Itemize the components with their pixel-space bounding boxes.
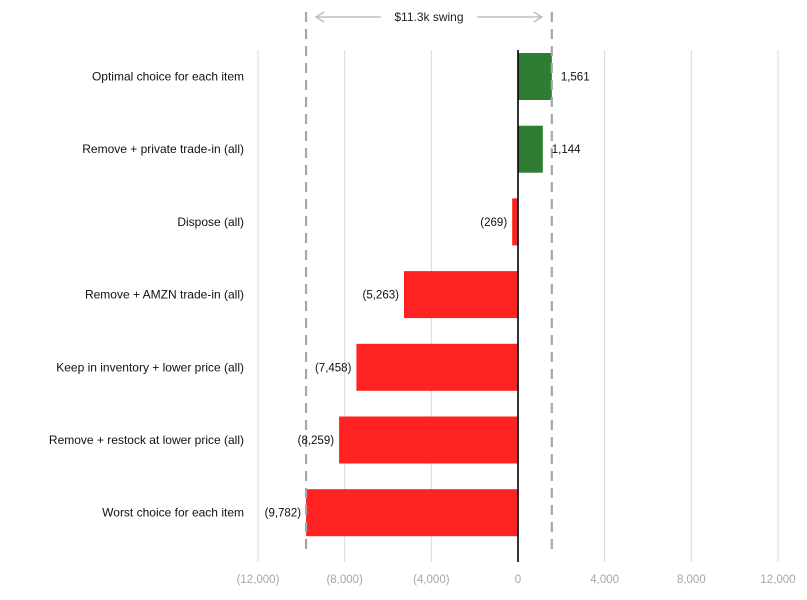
- value-label: (7,458): [315, 362, 352, 374]
- bar: [306, 489, 518, 537]
- category-label: Remove + restock at lower price (all): [49, 433, 244, 447]
- category-label: Remove + private trade-in (all): [82, 142, 244, 156]
- bars: [306, 53, 552, 537]
- value-label: (269): [480, 217, 507, 229]
- value-label: 1,561: [561, 72, 590, 84]
- x-tick-label: 12,000: [760, 574, 795, 586]
- value-labels: 1,561 1,144 (269) (5,263) (7,458) (8,259) (9,7…: [265, 72, 590, 520]
- bar: [403, 271, 518, 319]
- bar: [518, 53, 552, 100]
- category-labels: Optimal choice for each item Remove + pri…: [49, 70, 244, 520]
- category-label: Worst choice for each item: [102, 506, 244, 520]
- swing-label: $11.3k swing: [394, 10, 463, 24]
- bar: [356, 343, 518, 391]
- x-tick-label: (12,000): [237, 574, 280, 586]
- bar: [518, 125, 543, 173]
- category-label: Keep in inventory + lower price (all): [56, 360, 244, 374]
- x-tick-label: (8,000): [326, 574, 363, 586]
- x-tick-labels: (12,000) (8,000) (4,000) 0 4,000 8,000 12,000: [237, 574, 796, 586]
- category-label: Remove + AMZN trade-in (all): [85, 288, 244, 302]
- swing-annotation: $11.3k swing: [314, 10, 544, 24]
- value-label: 1,144: [552, 144, 581, 156]
- value-label: (8,259): [298, 435, 335, 447]
- bar: [339, 416, 518, 464]
- value-label: (9,782): [265, 508, 302, 520]
- value-label: (5,263): [363, 290, 400, 302]
- swing-arrowhead-right: [533, 11, 544, 23]
- category-label: Optimal choice for each item: [92, 70, 244, 84]
- category-label: Dispose (all): [177, 215, 244, 229]
- x-tick-label: 4,000: [590, 574, 619, 586]
- x-tick-label: 8,000: [677, 574, 706, 586]
- swing-dashed-lines: [304, 12, 553, 550]
- bar: [512, 198, 518, 246]
- x-tick-label: 0: [515, 574, 521, 586]
- x-tick-label: (4,000): [413, 574, 450, 586]
- swing-arrowhead-left: [314, 11, 325, 23]
